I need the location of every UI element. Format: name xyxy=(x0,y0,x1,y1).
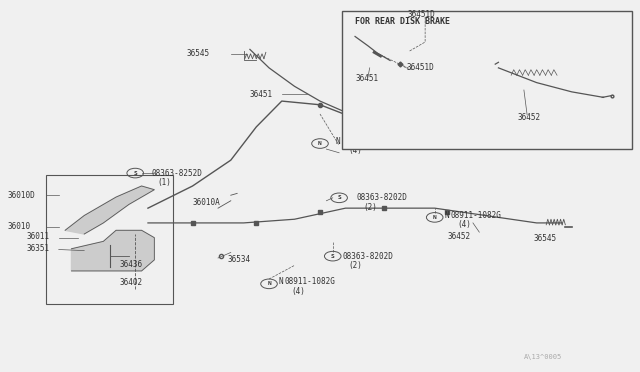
Text: 36010A: 36010A xyxy=(193,198,220,207)
Text: 36010: 36010 xyxy=(8,222,31,231)
Polygon shape xyxy=(72,230,154,271)
Text: 36452: 36452 xyxy=(447,232,470,241)
Text: S: S xyxy=(337,195,341,200)
Text: 08911-1082G: 08911-1082G xyxy=(342,137,393,146)
Text: 36451: 36451 xyxy=(355,74,378,83)
Text: (2): (2) xyxy=(349,261,362,270)
Text: A\13^0005: A\13^0005 xyxy=(524,353,562,359)
Text: 36451D: 36451D xyxy=(408,10,436,19)
Text: N: N xyxy=(278,278,284,286)
Text: 36534: 36534 xyxy=(228,255,251,264)
Text: 08363-8252D: 08363-8252D xyxy=(151,169,202,177)
Text: S: S xyxy=(133,171,137,176)
Text: 08363-8202D: 08363-8202D xyxy=(342,251,393,261)
Text: N: N xyxy=(267,281,271,286)
Text: N: N xyxy=(336,137,340,146)
Text: 36451D: 36451D xyxy=(406,63,434,72)
Text: (2): (2) xyxy=(364,202,377,212)
Text: N: N xyxy=(318,141,322,146)
Text: 36402: 36402 xyxy=(119,278,142,287)
Text: 36351: 36351 xyxy=(27,244,50,253)
Text: 08363-8202D: 08363-8202D xyxy=(357,193,408,202)
Text: (1): (1) xyxy=(157,178,172,187)
Text: 36452: 36452 xyxy=(518,113,541,122)
Text: N: N xyxy=(433,215,436,220)
Text: 08911-1082G: 08911-1082G xyxy=(285,278,336,286)
Text: FOR REAR DISK BRAKE: FOR REAR DISK BRAKE xyxy=(355,17,450,26)
Text: 36011: 36011 xyxy=(27,232,50,241)
Text: 36451: 36451 xyxy=(250,90,273,99)
Text: S: S xyxy=(331,254,335,259)
Text: (4): (4) xyxy=(349,147,362,155)
Text: N: N xyxy=(444,211,449,220)
Text: 08911-1082G: 08911-1082G xyxy=(451,211,502,220)
Bar xyxy=(342,11,632,149)
Bar xyxy=(46,175,173,304)
Polygon shape xyxy=(65,186,154,234)
Text: 36545: 36545 xyxy=(186,49,209,58)
Text: (4): (4) xyxy=(457,220,471,229)
Text: 36436: 36436 xyxy=(119,260,142,269)
Text: 36545: 36545 xyxy=(534,234,557,243)
Text: (4): (4) xyxy=(291,287,305,296)
Text: 36010D: 36010D xyxy=(8,191,35,200)
